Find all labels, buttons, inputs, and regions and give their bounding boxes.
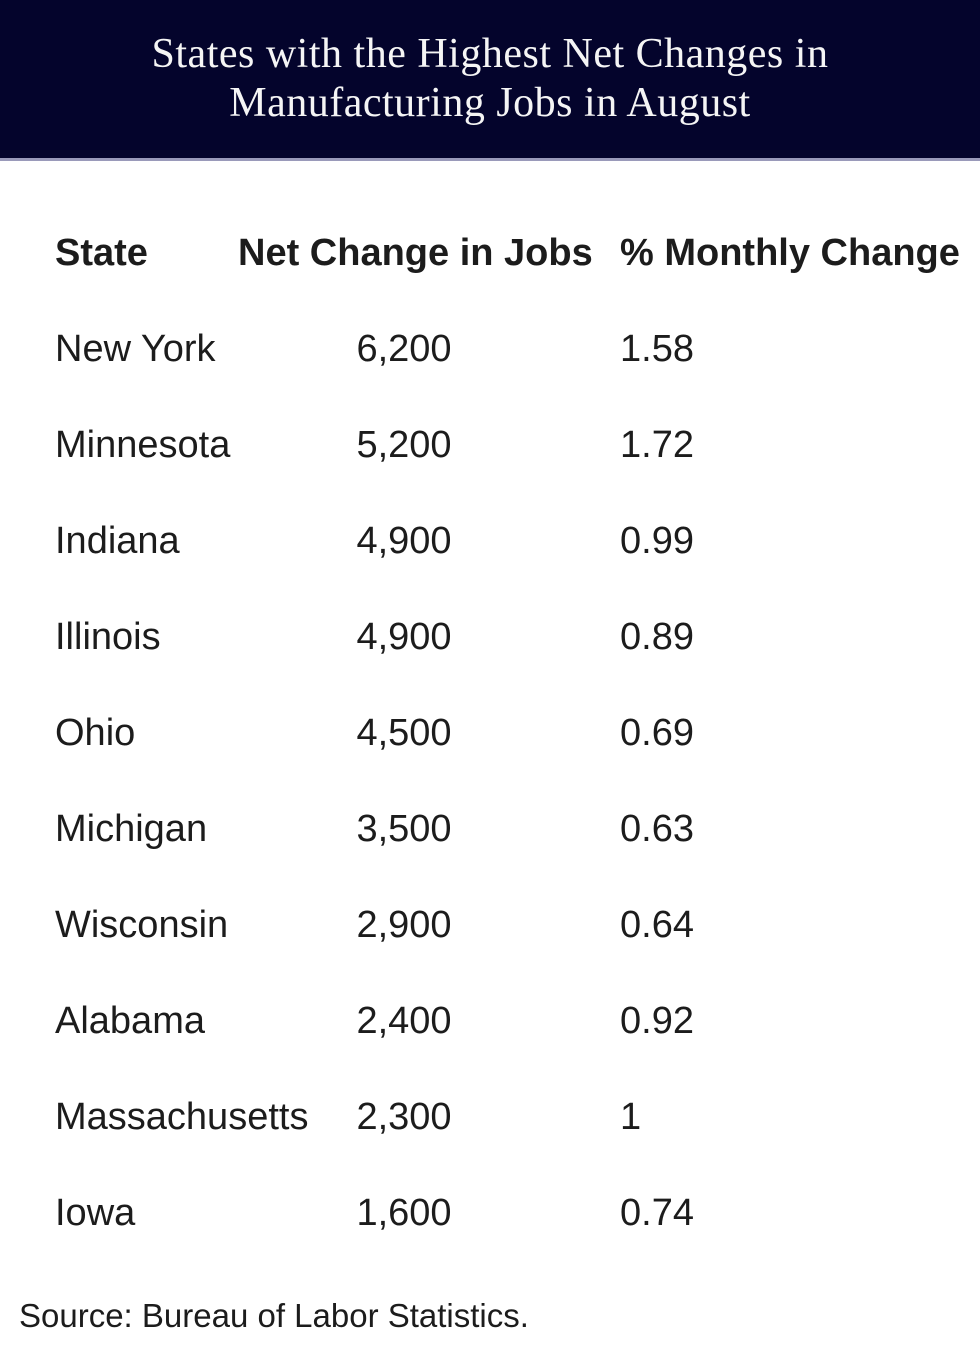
pct-change-cell: 1.58	[620, 327, 694, 370]
table-row: Ohio 4,500 0.69	[55, 685, 950, 781]
page-title-line-2: Manufacturing Jobs in August	[229, 80, 751, 126]
table-row: Michigan 3,500 0.63	[55, 781, 950, 877]
net-change-cell: 1,600	[356, 1191, 452, 1234]
col-header-state: State	[55, 231, 148, 274]
table-row: Massachusetts 2,300 1	[55, 1069, 950, 1165]
net-change-cell: 2,400	[356, 999, 452, 1042]
state-cell: Minnesota	[55, 423, 231, 466]
net-change-cell: 5,200	[356, 423, 452, 466]
pct-change-cell: 0.92	[620, 999, 694, 1042]
table-row: New York 6,200 1.58	[55, 301, 950, 397]
net-change-cell: 4,500	[356, 711, 452, 754]
net-change-cell: 2,900	[356, 903, 452, 946]
page-title: States with the Highest Net Changes in M…	[152, 30, 829, 127]
table-row: Illinois 4,900 0.89	[55, 589, 950, 685]
table-header-row: State Net Change in Jobs % Monthly Chang…	[55, 205, 960, 301]
net-change-cell: 3,500	[356, 807, 452, 850]
pct-change-cell: 0.64	[620, 903, 694, 946]
pct-change-cell: 1.72	[620, 423, 694, 466]
state-cell: Alabama	[55, 999, 205, 1042]
state-cell: Ohio	[55, 711, 136, 754]
title-banner: States with the Highest Net Changes in M…	[0, 0, 980, 161]
pct-change-cell: 0.99	[620, 519, 694, 562]
state-cell: Indiana	[55, 519, 180, 562]
pct-change-cell: 0.74	[620, 1191, 694, 1234]
col-header-pct-change: % Monthly Change	[620, 231, 960, 274]
page-title-line-1: States with the Highest Net Changes in	[151, 31, 829, 78]
net-change-cell: 4,900	[356, 519, 452, 562]
state-cell: Wisconsin	[55, 903, 229, 946]
table-row: Wisconsin 2,900 0.64	[55, 877, 950, 973]
pct-change-cell: 0.89	[620, 615, 694, 658]
jobs-table: State Net Change in Jobs % Monthly Chang…	[0, 205, 980, 1261]
pct-change-cell: 0.69	[620, 711, 694, 754]
source-note: Source: Bureau of Labor Statistics.	[19, 1297, 529, 1334]
state-cell: Michigan	[55, 807, 208, 850]
table-row: Iowa 1,600 0.74	[55, 1165, 950, 1261]
col-header-net-change: Net Change in Jobs	[238, 231, 593, 274]
state-cell: Illinois	[55, 615, 161, 658]
pct-change-cell: 1	[620, 1095, 642, 1138]
table-row: Indiana 4,900 0.99	[55, 493, 950, 589]
state-cell: New York	[55, 327, 216, 370]
pct-change-cell: 0.63	[620, 807, 694, 850]
state-cell: Iowa	[55, 1191, 136, 1234]
net-change-cell: 6,200	[356, 327, 452, 370]
state-cell: Massachusetts	[55, 1095, 309, 1138]
table-row: Alabama 2,400 0.92	[55, 973, 950, 1069]
net-change-cell: 4,900	[356, 615, 452, 658]
net-change-cell: 2,300	[356, 1095, 452, 1138]
table-row: Minnesota 5,200 1.72	[55, 397, 950, 493]
